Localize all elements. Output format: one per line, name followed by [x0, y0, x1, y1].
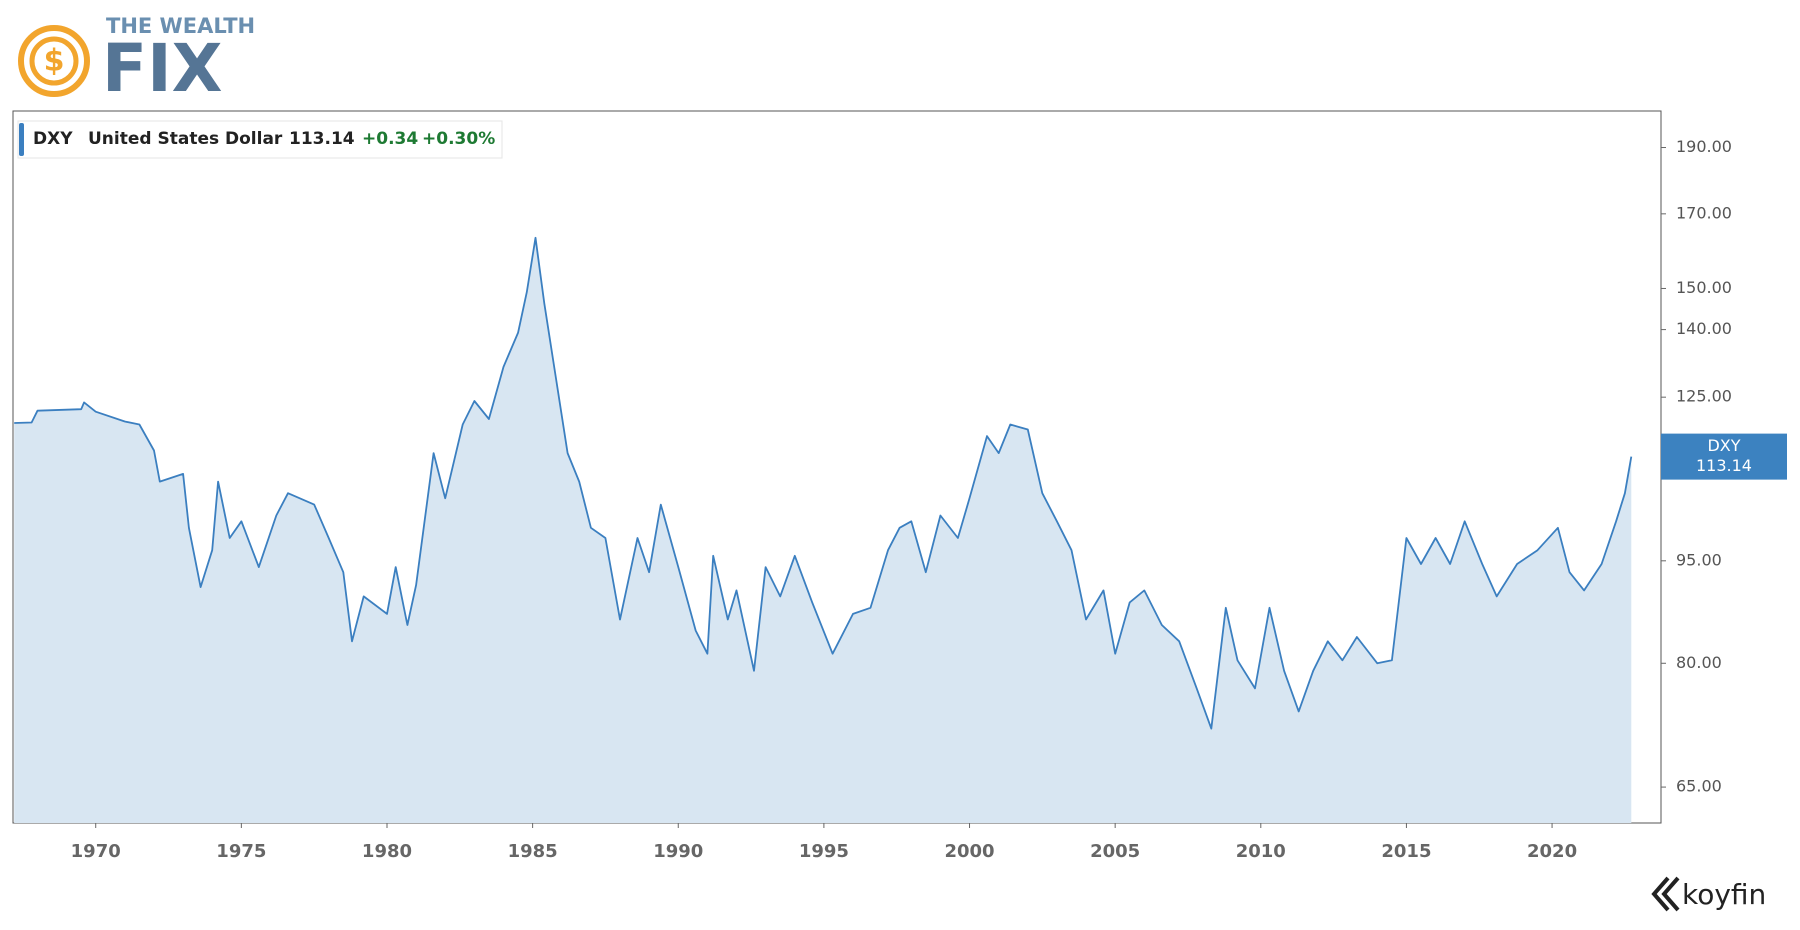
koyfin-icon — [1651, 876, 1680, 912]
price-label-value: 113.14 — [1696, 456, 1752, 475]
x-tick-label: 2000 — [944, 841, 994, 862]
legend-price: 113.14 — [289, 129, 355, 149]
x-tick-label: 2005 — [1090, 841, 1140, 862]
y-tick-label: 65.00 — [1676, 777, 1722, 796]
x-tick-label: 2020 — [1527, 841, 1577, 862]
x-tick-label: 1980 — [362, 841, 412, 862]
y-tick-label: 125.00 — [1676, 387, 1732, 406]
legend-name: United States Dollar — [88, 129, 283, 149]
legend-change-pct: +0.30% — [422, 129, 495, 149]
plot — [14, 236, 1633, 824]
y-tick-label: 190.00 — [1676, 137, 1732, 156]
area-fill — [14, 237, 1632, 824]
brand-line2: FIX — [102, 30, 223, 107]
logo-ring — [18, 25, 90, 97]
y-tick-label: 170.00 — [1676, 203, 1732, 222]
x-tick-label: 2010 — [1236, 841, 1286, 862]
source-logo: koyfin — [1651, 876, 1766, 912]
line — [14, 236, 1633, 730]
logo-dollar: $ — [44, 44, 65, 79]
source-name: koyfin — [1682, 878, 1766, 911]
legend-change: +0.34 — [362, 129, 418, 149]
y-tick-label: 150.00 — [1676, 278, 1732, 297]
legend-box: DXY United States Dollar 113.14 +0.34 +0… — [17, 120, 503, 159]
logo-coin — [29, 36, 79, 86]
x-tick-label: 1985 — [508, 841, 558, 862]
brand-line1: THE WEALTH — [106, 14, 255, 38]
price-label-ticker: DXY — [1707, 436, 1740, 455]
price-label-bg — [1661, 433, 1787, 480]
y-tick-label: 80.00 — [1676, 653, 1722, 672]
x-tick-label: 1990 — [653, 841, 703, 862]
x-tick-label: 1995 — [799, 841, 849, 862]
logo: $ THE WEALTH FIX — [18, 14, 255, 107]
legend-bg — [17, 120, 503, 159]
y-tick-label: 140.00 — [1676, 319, 1732, 338]
x-tick-label: 1970 — [71, 841, 121, 862]
legend-ticker: DXY — [33, 129, 73, 149]
y-tick-label: 95.00 — [1676, 550, 1722, 569]
x-tick-label: 2015 — [1381, 841, 1431, 862]
legend-swatch — [19, 123, 24, 156]
x-tick-label: 1975 — [216, 841, 266, 862]
